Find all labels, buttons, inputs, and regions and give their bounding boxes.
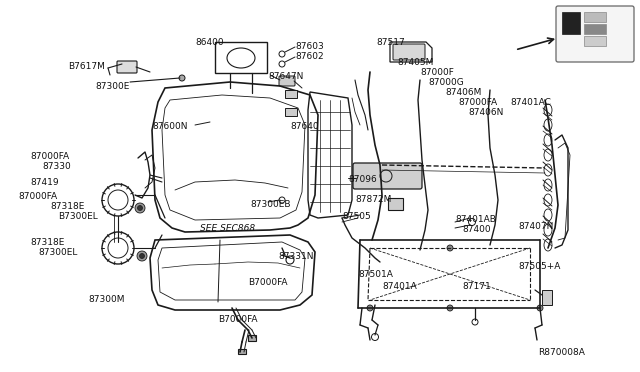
Text: 87000G: 87000G: [428, 78, 464, 87]
Text: 87406M: 87406M: [445, 88, 481, 97]
Text: 87401AB: 87401AB: [455, 215, 496, 224]
Text: 87401AC: 87401AC: [510, 98, 551, 107]
Text: B7000FA: B7000FA: [248, 278, 287, 287]
Text: 87505: 87505: [342, 212, 371, 221]
Text: 87330: 87330: [42, 162, 71, 171]
Text: 87300EB: 87300EB: [250, 200, 291, 209]
Text: 87603: 87603: [295, 42, 324, 51]
Text: 87000F: 87000F: [420, 68, 454, 77]
Circle shape: [367, 305, 373, 311]
FancyBboxPatch shape: [117, 61, 137, 73]
FancyBboxPatch shape: [353, 163, 422, 189]
Text: 87419: 87419: [30, 178, 59, 187]
Circle shape: [138, 205, 143, 211]
Text: 87505+A: 87505+A: [518, 262, 561, 271]
Circle shape: [137, 251, 147, 261]
Text: 87300E: 87300E: [95, 82, 129, 91]
Text: 87405M: 87405M: [397, 58, 433, 67]
Bar: [542, 290, 552, 305]
Bar: [248, 335, 256, 341]
FancyBboxPatch shape: [279, 76, 295, 86]
Text: R870008A: R870008A: [538, 348, 585, 357]
Text: B7000FA: B7000FA: [218, 315, 257, 324]
Circle shape: [135, 203, 145, 213]
Bar: [238, 349, 246, 354]
Bar: [584, 12, 606, 22]
Text: 87000FA: 87000FA: [458, 98, 497, 107]
Text: 87300EL: 87300EL: [38, 248, 77, 257]
Text: 87602: 87602: [295, 52, 324, 61]
Bar: [584, 36, 606, 46]
Text: 87407N: 87407N: [518, 222, 554, 231]
Bar: [285, 108, 297, 116]
Bar: [562, 12, 580, 34]
Circle shape: [447, 305, 453, 311]
Text: SEE SEC868: SEE SEC868: [200, 224, 255, 233]
Text: 87318E: 87318E: [50, 202, 84, 211]
Circle shape: [179, 75, 185, 81]
Text: 87406N: 87406N: [468, 108, 504, 117]
Text: 87872M: 87872M: [355, 195, 392, 204]
Text: B7617M: B7617M: [68, 62, 105, 71]
Text: 87000FA: 87000FA: [30, 152, 69, 161]
Text: 87300M: 87300M: [88, 295, 125, 304]
Text: 87318E: 87318E: [30, 238, 65, 247]
Circle shape: [537, 305, 543, 311]
Text: 87331N: 87331N: [278, 252, 314, 261]
Bar: [584, 24, 606, 34]
Bar: [388, 198, 403, 210]
FancyBboxPatch shape: [556, 6, 634, 62]
Bar: [285, 90, 297, 98]
FancyBboxPatch shape: [393, 44, 425, 60]
Text: 87171: 87171: [462, 282, 491, 291]
Text: 86400: 86400: [195, 38, 223, 47]
Text: 87400: 87400: [462, 225, 491, 234]
Text: 87600N: 87600N: [152, 122, 188, 131]
Text: 87640: 87640: [290, 122, 319, 131]
Text: 87401A: 87401A: [382, 282, 417, 291]
Circle shape: [447, 245, 453, 251]
Text: 87501A: 87501A: [358, 270, 393, 279]
Circle shape: [140, 253, 145, 259]
Text: 87096: 87096: [348, 175, 377, 184]
Text: 87647N: 87647N: [268, 72, 303, 81]
Text: 87517: 87517: [376, 38, 404, 47]
Text: 87000FA: 87000FA: [18, 192, 57, 201]
Text: B7300EL: B7300EL: [58, 212, 98, 221]
